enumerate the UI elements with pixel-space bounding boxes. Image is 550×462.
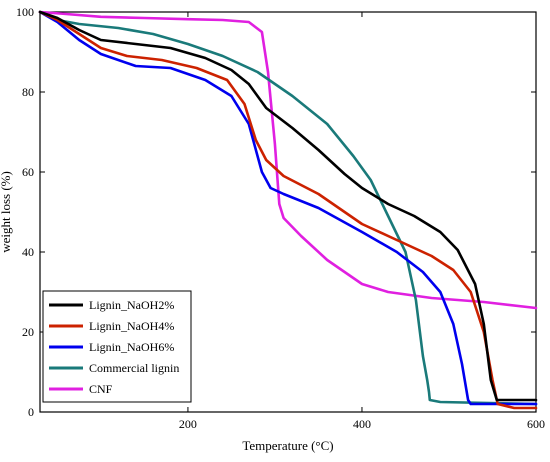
y-tick-label: 20: [22, 325, 34, 339]
y-tick-label: 80: [22, 85, 34, 99]
x-tick-label: 200: [179, 417, 197, 431]
y-tick-label: 60: [22, 165, 34, 179]
legend-label: CNF: [89, 382, 113, 396]
series-layer: [38, 10, 538, 410]
legend: Lignin_NaOH2% Lignin_NaOH4% Lignin_NaOH6% C…: [42, 290, 192, 403]
y-tick-label: 100: [16, 5, 34, 19]
legend-label: Lignin_NaOH2%: [89, 298, 174, 312]
y-tick-label: 0: [28, 405, 34, 419]
axis-ticks: 200 400 600 0 20 40 60 80 100: [16, 5, 545, 431]
y-tick-label: 40: [22, 245, 34, 259]
legend-label: Lignin_NaOH4%: [89, 319, 174, 333]
series-line: [38, 10, 538, 310]
x-axis-title: Temperature (°C): [242, 438, 333, 453]
series-line: [38, 10, 538, 402]
x-tick-label: 400: [353, 417, 371, 431]
legend-label: Commercial lignin: [89, 361, 179, 375]
plot-frame: [39, 11, 537, 413]
legend-label: Lignin_NaOH6%: [89, 340, 174, 354]
series-line: [38, 10, 538, 406]
series-line: [38, 10, 538, 406]
x-tick-label: 600: [527, 417, 545, 431]
y-axis-title: weight loss (%): [0, 171, 13, 253]
